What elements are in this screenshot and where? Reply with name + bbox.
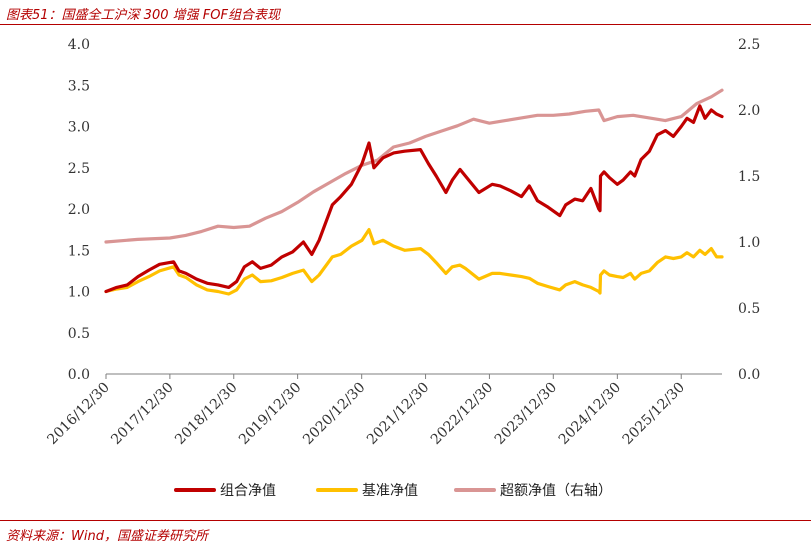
y-left-tick-label: 1.5 bbox=[68, 243, 90, 259]
series-line-0 bbox=[104, 104, 724, 294]
y-left-tick-label: 3.0 bbox=[68, 120, 90, 136]
x-tick-label: 2021/12/30 bbox=[364, 380, 432, 448]
line-chart: 0.0 0.5 1.0 1.5 2.0 2.5 3.0 3.5 4.0 0.0 0.5 1.0 1.5 2… bbox=[44, 37, 760, 499]
series-line-1 bbox=[104, 228, 724, 296]
x-tick-label: 2019/12/30 bbox=[236, 380, 304, 448]
y-left-tick-label: 1.0 bbox=[68, 285, 90, 301]
y-left-tick-label: 2.5 bbox=[68, 161, 90, 177]
x-tick-label: 2018/12/30 bbox=[172, 380, 240, 448]
y-right-tick-label: 1.0 bbox=[738, 235, 760, 251]
source-note: 资料来源：Wind，国盛证券研究所 bbox=[6, 529, 208, 544]
x-tick-label: 2016/12/30 bbox=[44, 380, 112, 448]
series-line-2 bbox=[104, 88, 724, 244]
source-rule bbox=[0, 520, 811, 521]
figure-title: 图表51：国盛全工沪深 300 增强 FOF组合表现 bbox=[6, 8, 280, 23]
x-tick-label: 2017/12/30 bbox=[108, 380, 176, 448]
y-left-tick-label: 4.0 bbox=[68, 37, 90, 53]
x-tick-label: 2025/12/30 bbox=[620, 380, 688, 448]
y-left-tick-label: 3.5 bbox=[68, 78, 90, 94]
legend-label-2: 超额净值（右轴） bbox=[500, 483, 612, 499]
x-tick-label: 2023/12/30 bbox=[492, 380, 560, 448]
x-tick-label: 2024/12/30 bbox=[556, 380, 624, 448]
legend-label-0: 组合净值 bbox=[220, 483, 276, 499]
y-right-tick-label: 2.5 bbox=[738, 37, 760, 53]
title-rule bbox=[0, 24, 811, 25]
y-left-tick-label: 0.0 bbox=[68, 367, 90, 383]
y-right-tick-label: 1.5 bbox=[738, 169, 760, 185]
legend-label-1: 基准净值 bbox=[362, 482, 418, 499]
chart-series bbox=[104, 88, 724, 296]
y-left-tick-label: 2.0 bbox=[68, 202, 90, 218]
chart-legend: 组合净值 基准净值 超额净值（右轴） bbox=[174, 482, 612, 499]
x-tick-label: 2022/12/30 bbox=[428, 380, 496, 448]
y-left-tick-label: 0.5 bbox=[68, 326, 90, 342]
chart-axes: 0.0 0.5 1.0 1.5 2.0 2.5 3.0 3.5 4.0 0.0 0.5 1.0 1.5 2… bbox=[44, 37, 760, 448]
y-right-tick-label: 2.0 bbox=[738, 103, 760, 119]
y-right-tick-label: 0.5 bbox=[738, 301, 760, 317]
y-right-tick-label: 0.0 bbox=[738, 367, 760, 383]
x-tick-label: 2020/12/30 bbox=[300, 380, 368, 448]
